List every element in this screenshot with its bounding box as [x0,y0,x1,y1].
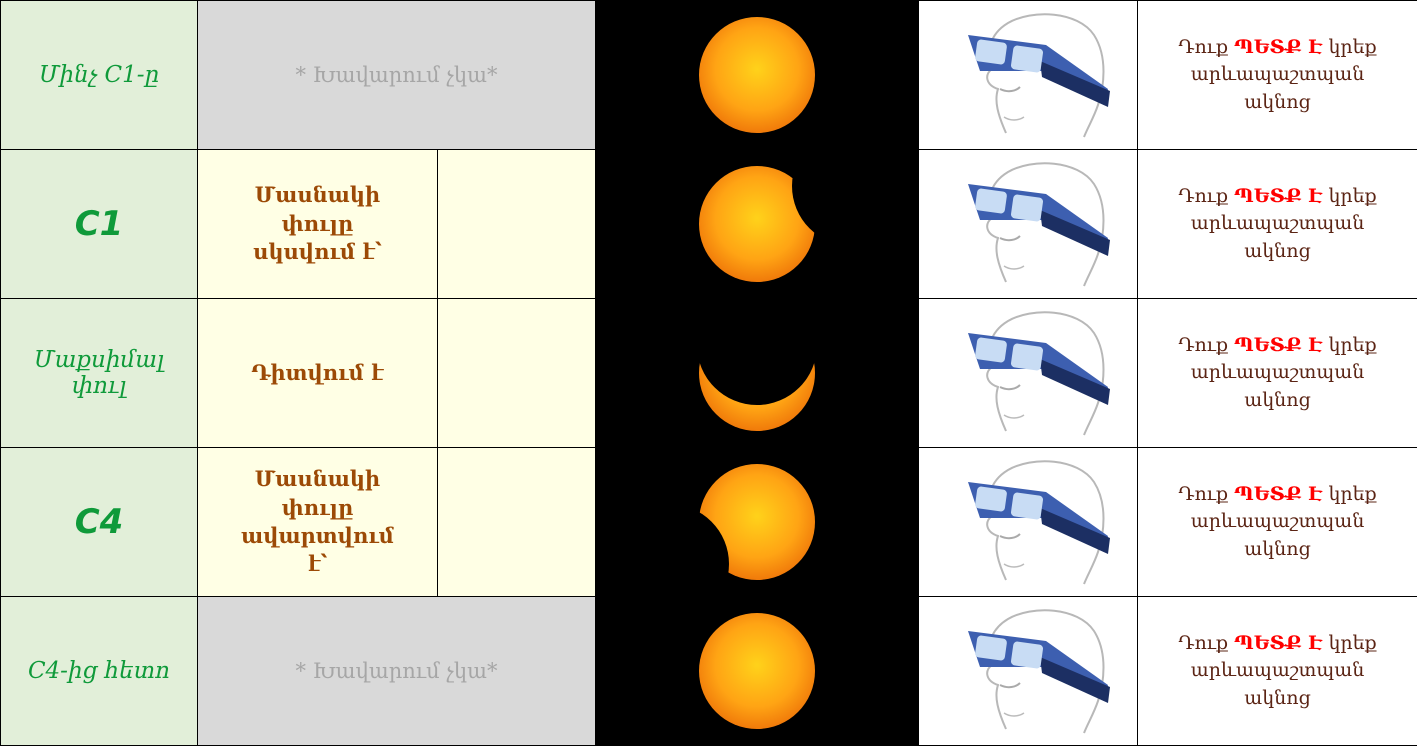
advice-emphasis: ՊԵՏՔ Է [1234,184,1323,207]
phase-cell: Մաքսիմալ փուլ [0,298,198,448]
eclipse-glasses-icon [928,5,1128,145]
advice-text: Դուք [1178,482,1229,505]
advice-text: կրեք արևապաշտպան ակնոց [1190,35,1377,113]
advice-cell: Դուք ՊԵՏՔ Է կրեք արևապաշտպան ակնոց [1137,0,1417,150]
advice-text: կրեք արևապաշտպան ակնոց [1190,184,1377,262]
advice-text: կրեք արևապաշտպան ակնոց [1190,482,1377,560]
sun-cell [595,447,920,597]
empty-cell [436,298,597,448]
eclipse-glasses-icon [928,601,1128,741]
table-row: C4 Մասնակի փուլը ավարտվում է՝ Դուք ՊԵՏՔ Է … [0,447,1417,597]
advice-cell: Դուք ՊԵՏՔ Է կրեք արևապաշտպան ակնոց [1137,596,1417,746]
glasses-drawing [968,461,1110,584]
advice-emphasis: ՊԵՏՔ Է [1234,631,1323,654]
advice-cell: Դուք ՊԵՏՔ Է կրեք արևապաշտպան ակնոց [1137,447,1417,597]
advice-text: Դուք [1178,35,1229,58]
glasses-drawing [968,610,1110,733]
table-row: Մինչ C1-ը * Խավարում չկա* Դուք ՊԵՏՔ Է կրեք… [0,0,1417,150]
sun-disc [699,17,816,133]
sun-cell [595,0,920,150]
visibility-cell: Մասնակի փուլը ավարտվում է՝ [197,447,438,597]
visibility-cell: Մասնակի փուլը սկսվում է՝ [197,149,438,299]
sun-image [699,17,816,133]
sun-image [677,464,816,596]
visibility-cell: Դիտվում է [197,298,438,448]
advice-emphasis: ՊԵՏՔ Է [1234,35,1323,58]
empty-cell [436,447,597,597]
glasses-cell [918,447,1139,597]
empty-cell [436,149,597,299]
eclipse-glasses-icon [928,154,1128,294]
glasses-drawing [968,14,1110,137]
no-eclipse-cell: * Խավարում չկա* [196,596,597,746]
sun-image [699,613,816,729]
advice-text: կրեք արևապաշտպան ակնոց [1190,631,1377,709]
glasses-cell [918,149,1139,299]
glasses-cell [918,596,1139,746]
no-eclipse-cell: * Խավարում չկա* [196,0,597,150]
advice-cell: Դուք ՊԵՏՔ Է կրեք արևապաշտպան ակնոց [1137,298,1417,448]
advice-text: կրեք արևապաշտպան ակնոց [1190,333,1377,411]
table-row: C1 Մասնակի փուլը սկսվում է՝ Դուք ՊԵՏՔ Է կր… [0,149,1417,299]
glasses-cell [918,298,1139,448]
advice-emphasis: ՊԵՏՔ Է [1234,482,1323,505]
glasses-drawing [968,163,1110,286]
sun-disc [699,166,816,282]
moon-shadow [792,150,838,245]
sun-cell [595,149,920,299]
sun-disc [699,613,816,729]
phase-cell: C4-ից հետո [0,596,198,746]
advice-text: Դուք [1178,333,1229,356]
advice-text: Դուք [1178,631,1229,654]
sun-disc [699,464,816,580]
table-row: Մաքսիմալ փուլ Դիտվում է Դուք ՊԵՏՔ Է կրեք ա… [0,298,1417,448]
moon-shadow [697,299,817,405]
glasses-drawing [968,312,1110,435]
sun-cell [595,596,920,746]
phase-cell: C4 [0,447,198,597]
sun-cell [595,298,920,448]
glasses-cell [918,0,1139,150]
sun-image [699,150,838,282]
sun-image [697,299,817,431]
table-row: C4-ից հետո * Խավարում չկա* Դուք ՊԵՏՔ Է կրե… [0,596,1417,746]
advice-cell: Դուք ՊԵՏՔ Է կրեք արևապաշտպան ակնոց [1137,149,1417,299]
eclipse-glasses-icon [928,452,1128,592]
phase-cell: Մինչ C1-ը [0,0,198,150]
eclipse-glasses-icon [928,303,1128,443]
advice-text: Դուք [1178,184,1229,207]
advice-emphasis: ՊԵՏՔ Է [1234,333,1323,356]
phase-cell: C1 [0,149,198,299]
moon-shadow [677,504,729,596]
